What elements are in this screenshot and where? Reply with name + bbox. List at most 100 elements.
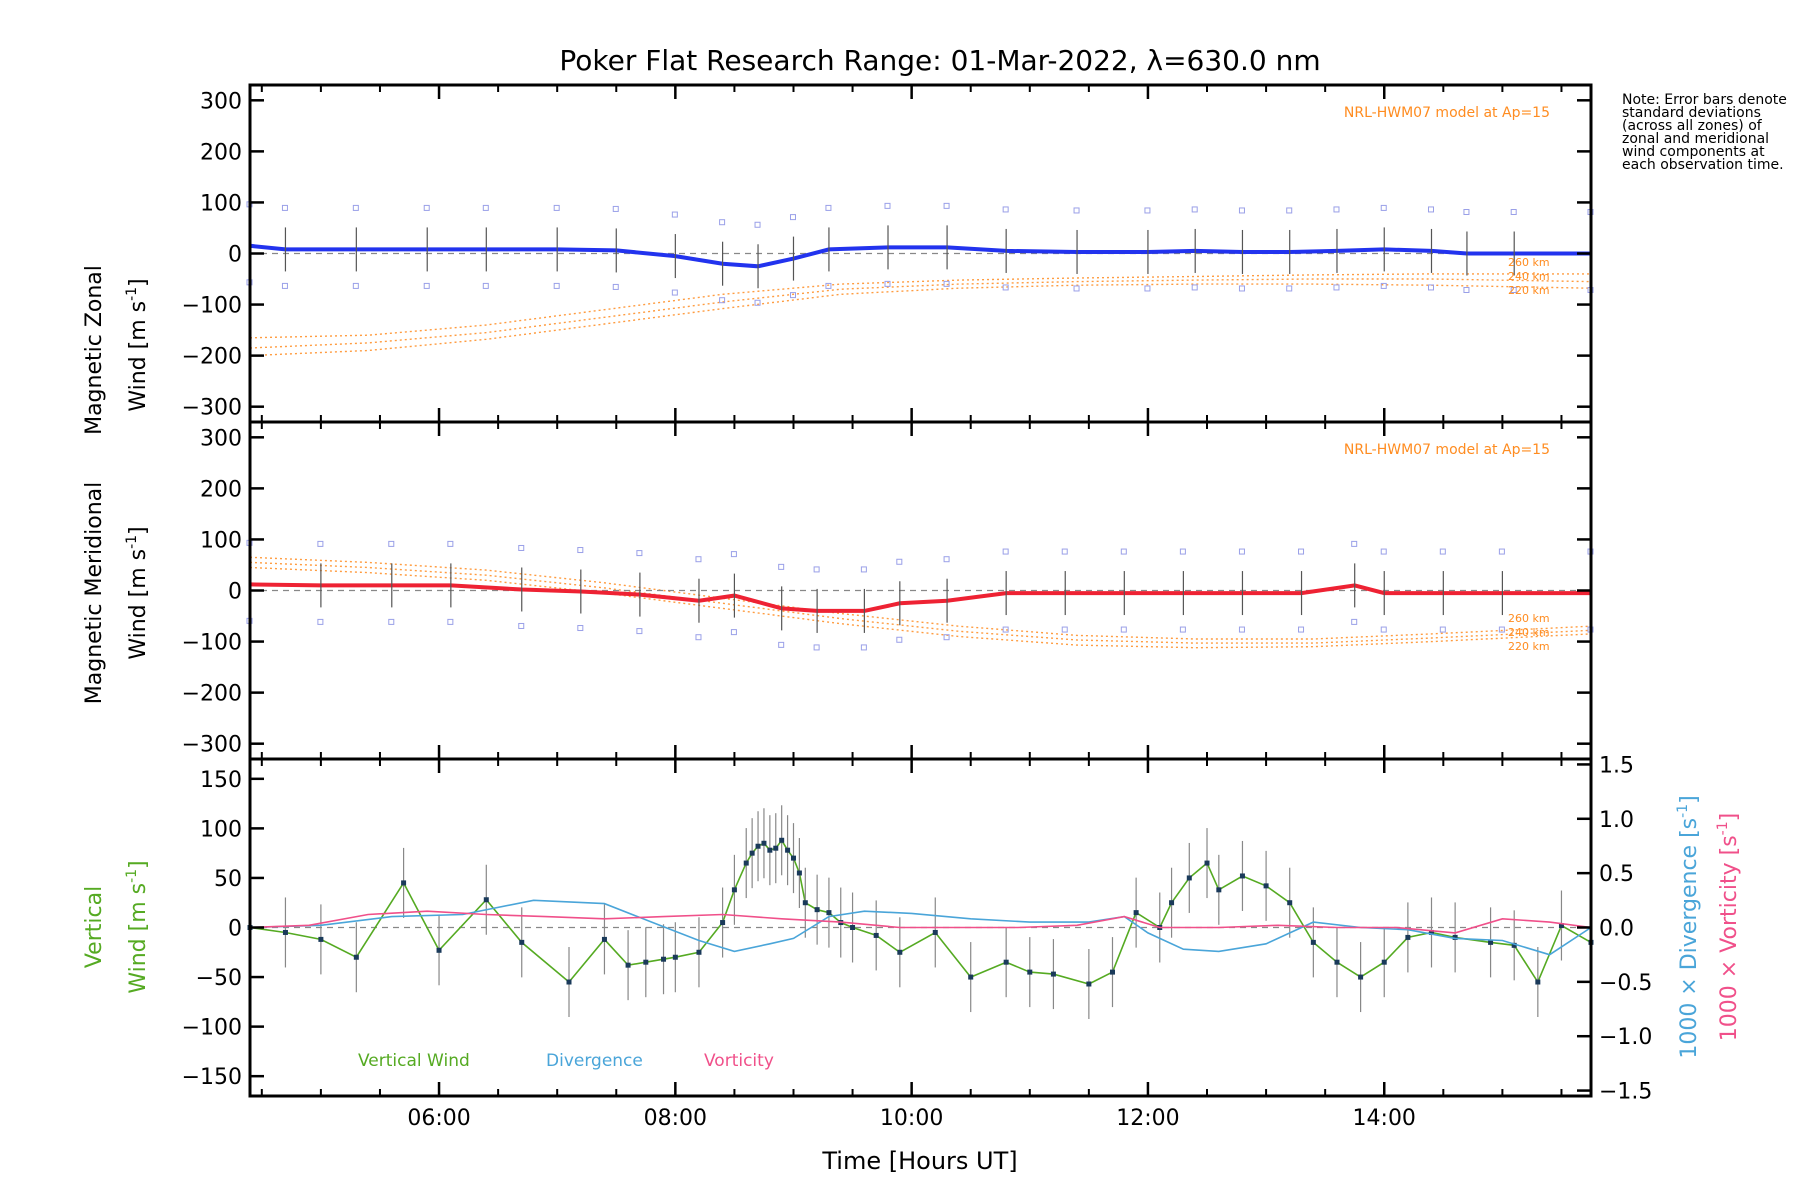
data-point — [731, 887, 737, 893]
data-point — [743, 860, 749, 866]
zone-marker — [730, 551, 737, 558]
data-point — [826, 910, 832, 916]
zone-marker — [789, 292, 796, 299]
x-tick-label: 10:00 — [880, 1106, 943, 1131]
zone-marker — [1061, 626, 1068, 633]
zone-marker — [281, 282, 288, 289]
data-point — [672, 954, 678, 960]
zone-marker — [447, 540, 454, 547]
y-tick-label: 100 — [200, 191, 242, 216]
y-tick-label: −300 — [182, 396, 242, 421]
panel-vertical-data — [247, 805, 1594, 1019]
zone-marker — [1333, 284, 1340, 291]
zone-marker — [789, 214, 796, 221]
zone-marker — [577, 625, 584, 632]
zone-marker — [825, 282, 832, 289]
data-point — [796, 870, 802, 876]
zone-marker — [1380, 626, 1387, 633]
zone-marker — [1144, 285, 1151, 292]
zone-marker — [518, 622, 525, 629]
zone-marker — [1351, 618, 1358, 625]
data-point — [318, 936, 324, 942]
data-point — [1405, 934, 1411, 940]
data-point — [767, 847, 773, 853]
data-point — [436, 947, 442, 953]
data-point — [1558, 923, 1564, 929]
y-tick-label: 300 — [200, 426, 242, 451]
data-point — [401, 880, 407, 886]
zone-marker — [636, 550, 643, 557]
zone-marker — [1002, 206, 1009, 213]
zone-marker — [1298, 626, 1305, 633]
y-tick-label: 200 — [200, 140, 242, 165]
right-ylabel-divergence: 1000 × Divergence [s-1] — [1675, 795, 1702, 1058]
right-y-tick-label: 0.0 — [1599, 917, 1634, 942]
panel-vertical-ylabel-line1: Vertical — [82, 886, 107, 968]
zone-marker — [1286, 207, 1293, 214]
data-point — [1050, 971, 1056, 977]
zone-marker — [1380, 548, 1387, 555]
y-tick-label: 300 — [200, 89, 242, 114]
zone-marker — [813, 566, 820, 573]
zone-marker — [884, 202, 891, 209]
zone-marker — [1380, 282, 1387, 289]
zone-marker — [1061, 548, 1068, 555]
series-line-vertical-wind — [249, 838, 1592, 985]
data-point — [483, 897, 489, 903]
y-tick-label: −100 — [182, 294, 242, 319]
zone-marker — [1498, 548, 1505, 555]
data-point — [932, 929, 938, 935]
zone-marker — [1439, 626, 1446, 633]
panel-zonal: −300 −200 −100 0 100 200 300 NRL-HWM07 model a… — [82, 83, 1594, 435]
series-line-hwm07-260-km — [249, 273, 1591, 339]
zone-marker — [695, 556, 702, 563]
zone-marker — [317, 618, 324, 625]
zone-marker — [1238, 548, 1245, 555]
data-point — [1310, 939, 1316, 945]
x-tick-label: 12:00 — [1116, 1106, 1179, 1131]
zone-marker — [1191, 284, 1198, 291]
data-point — [696, 949, 702, 955]
zone-marker — [1073, 207, 1080, 214]
data-point — [661, 956, 667, 962]
zone-marker — [1179, 548, 1186, 555]
data-point — [1003, 959, 1009, 965]
zone-marker — [352, 282, 359, 289]
zone-marker — [636, 628, 643, 635]
data-point — [785, 847, 791, 853]
zone-marker — [1238, 285, 1245, 292]
right-y-tick-label: 1.0 — [1599, 808, 1634, 833]
data-point — [1535, 979, 1541, 985]
series-line-hwm07-240-km — [249, 561, 1592, 644]
zone-marker — [671, 211, 678, 218]
zone-marker — [860, 644, 867, 651]
data-point — [1452, 934, 1458, 940]
data-point — [625, 962, 631, 968]
data-point — [601, 936, 607, 942]
y-tick-label: −200 — [182, 682, 242, 707]
data-point — [790, 855, 796, 861]
zone-marker — [1498, 626, 1505, 633]
zone-marker — [813, 644, 820, 651]
data-point — [814, 907, 820, 913]
y-tick-label: −200 — [182, 345, 242, 370]
panel-zonal-model-label: NRL-HWM07 model at Ap=15 — [1344, 105, 1550, 121]
y-tick-label: −50 — [196, 966, 242, 991]
zone-marker — [943, 202, 950, 209]
zone-marker — [423, 204, 430, 211]
series-line-vorticity — [249, 910, 1592, 934]
zone-marker — [896, 636, 903, 643]
data-point — [761, 840, 767, 846]
zone-marker — [352, 204, 359, 211]
zone-marker — [1439, 548, 1446, 555]
data-point — [897, 949, 903, 955]
zone-marker — [518, 544, 525, 551]
data-point — [720, 920, 726, 926]
series-line-hwm07-220-km — [249, 283, 1592, 357]
x-tick-label: 08:00 — [644, 1106, 707, 1131]
zone-marker — [1427, 206, 1434, 213]
zone-marker — [317, 540, 324, 547]
zone-marker — [730, 629, 737, 636]
panel-zonal-alt-260: 260 km — [1508, 256, 1550, 269]
